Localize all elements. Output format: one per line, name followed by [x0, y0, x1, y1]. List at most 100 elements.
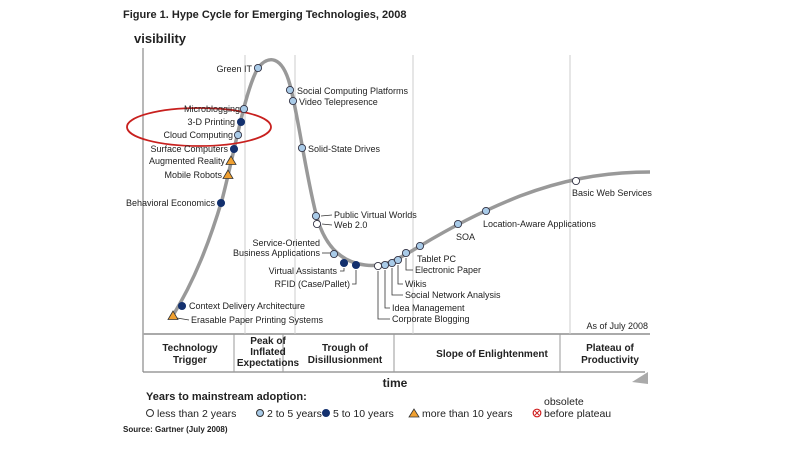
tech-label: Electronic Paper	[415, 265, 481, 275]
orange-triangle-icon	[222, 169, 234, 179]
tech-label: Virtual Assistants	[269, 266, 338, 276]
tech-label: Video Telepresence	[299, 97, 378, 107]
tech-label: Service-Oriented	[252, 238, 320, 248]
leader-line	[384, 270, 390, 309]
tech-label: Context Delivery Architecture	[189, 301, 305, 311]
tech-label: Microblogging	[184, 104, 240, 114]
tech-label: Mobile Robots	[164, 170, 222, 180]
marker-icon	[229, 144, 239, 154]
tech-label: Tablet PC	[417, 254, 457, 264]
tech-point-basic-web-services: Basic Web Services	[571, 176, 652, 198]
phase-peak-2: Inflated	[250, 347, 286, 358]
x-axis-label: time	[383, 376, 408, 390]
marker-icon	[415, 241, 425, 251]
legend-heading: Years to mainstream adoption:	[146, 391, 307, 403]
marker-icon	[453, 219, 463, 229]
tech-label: Idea Management	[392, 303, 465, 313]
tech-point-electronic-paper: Electronic Paper	[401, 248, 481, 275]
phase-technology-trigger-2: Trigger	[173, 355, 207, 366]
marker-icon	[233, 130, 243, 140]
tech-point-location-aware-applications: Location-Aware Applications	[481, 206, 596, 229]
source-note: Source: Gartner (July 2008)	[123, 425, 228, 434]
tech-point-wikis: Wikis	[393, 255, 427, 289]
tech-label: Surface Computers	[150, 144, 228, 154]
legend-item-lt2: less than 2 years	[157, 408, 236, 420]
phase-peak-1: Peak of	[250, 336, 286, 347]
marker-icon	[351, 260, 361, 270]
marker-icon	[177, 301, 187, 311]
marker-icon	[380, 260, 390, 270]
tech-label: Cloud Computing	[163, 130, 233, 140]
white-circle-icon	[146, 409, 154, 417]
tech-point-erasable-paper-printing-systems: Erasable Paper Printing Systems	[167, 310, 324, 325]
tech-point-social-computing-platforms: Social Computing Platforms	[285, 85, 409, 96]
tech-point-augmented-reality: Augmented Reality	[149, 155, 237, 166]
phase-plateau-2: Productivity	[581, 355, 639, 366]
marker-icon	[311, 211, 321, 221]
tech-point-solid-state-drives: Solid-State Drives	[297, 143, 381, 154]
tech-point-surface-computers: Surface Computers	[150, 144, 239, 154]
marker-icon	[216, 198, 226, 208]
tech-point-context-delivery-architecture: Context Delivery Architecture	[177, 301, 305, 311]
legend-item-2to5: 2 to 5 years	[267, 408, 322, 420]
tech-label: Web 2.0	[334, 220, 367, 230]
tech-point-cloud-computing: Cloud Computing	[163, 130, 243, 140]
marker-icon	[481, 206, 491, 216]
marker-icon	[401, 248, 411, 258]
tech-label: Augmented Reality	[149, 156, 226, 166]
tech-label: Location-Aware Applications	[483, 219, 596, 229]
tech-label: Erasable Paper Printing Systems	[191, 315, 324, 325]
legend-item-gt10: more than 10 years	[422, 408, 512, 420]
tech-label: Social Network Analysis	[405, 290, 501, 300]
tech-point-mobile-robots: Mobile Robots	[164, 169, 234, 180]
tech-point-virtual-assistants: Virtual Assistants	[269, 258, 349, 276]
leader-line	[377, 271, 390, 320]
tech-point-green-it: Green IT	[216, 63, 263, 74]
tech-point-soa: SOA	[453, 219, 475, 242]
tech-label: Public Virtual Worlds	[334, 210, 417, 220]
red-crossed-circle-icon	[532, 408, 542, 418]
tech-label: SOA	[456, 232, 475, 242]
marker-icon	[288, 96, 298, 106]
phase-technology-trigger-1: Technology	[162, 343, 218, 354]
tech-label: Green IT	[216, 64, 252, 74]
tech-point-public-virtual-worlds: Public Virtual Worlds	[311, 210, 417, 221]
orange-triangle-icon	[167, 310, 179, 320]
tech-label: Wikis	[405, 279, 427, 289]
y-axis-label: visibility	[134, 31, 187, 46]
phase-peak-3: Expectations	[237, 358, 300, 369]
tech-label: Business Applications	[233, 248, 321, 258]
phase-slope: Slope of Enlightenment	[436, 349, 548, 360]
leader-line	[391, 268, 403, 296]
marker-icon	[339, 258, 349, 268]
tech-point-video-telepresence: Video Telepresence	[288, 96, 378, 107]
tech-point-microblogging: Microblogging	[184, 104, 249, 114]
phase-plateau-1: Plateau of	[586, 343, 634, 354]
leader-line	[176, 317, 190, 321]
leader-line	[320, 214, 333, 217]
tech-label: Basic Web Services	[572, 188, 652, 198]
figure-title: Figure 1. Hype Cycle for Emerging Techno…	[123, 9, 406, 21]
technology-points: Green IT Social Computing PlatformsVideo …	[126, 63, 652, 325]
leader-line	[321, 223, 333, 226]
marker-icon	[373, 261, 383, 271]
phase-box-dividers	[233, 334, 561, 372]
tech-point-behavioral-economics: Behavioral Economics	[126, 198, 226, 208]
tech-label: Behavioral Economics	[126, 198, 216, 208]
legend-item-obsolete-1: obsolete	[544, 396, 584, 408]
leader-line	[340, 268, 345, 272]
marker-icon	[312, 219, 322, 229]
tech-point-rfid-case-pallet: RFID (Case/Pallet)	[274, 260, 361, 289]
orange-triangle-icon	[225, 155, 237, 165]
leader-line	[352, 270, 357, 285]
marker-icon	[285, 85, 295, 95]
dark-blue-circle-icon	[322, 409, 330, 417]
marker-icon	[297, 143, 307, 153]
phase-trough-2: Disillusionment	[308, 355, 383, 366]
tech-label: Corporate Blogging	[392, 314, 470, 324]
marker-icon	[329, 249, 339, 259]
leader-line	[405, 258, 413, 271]
